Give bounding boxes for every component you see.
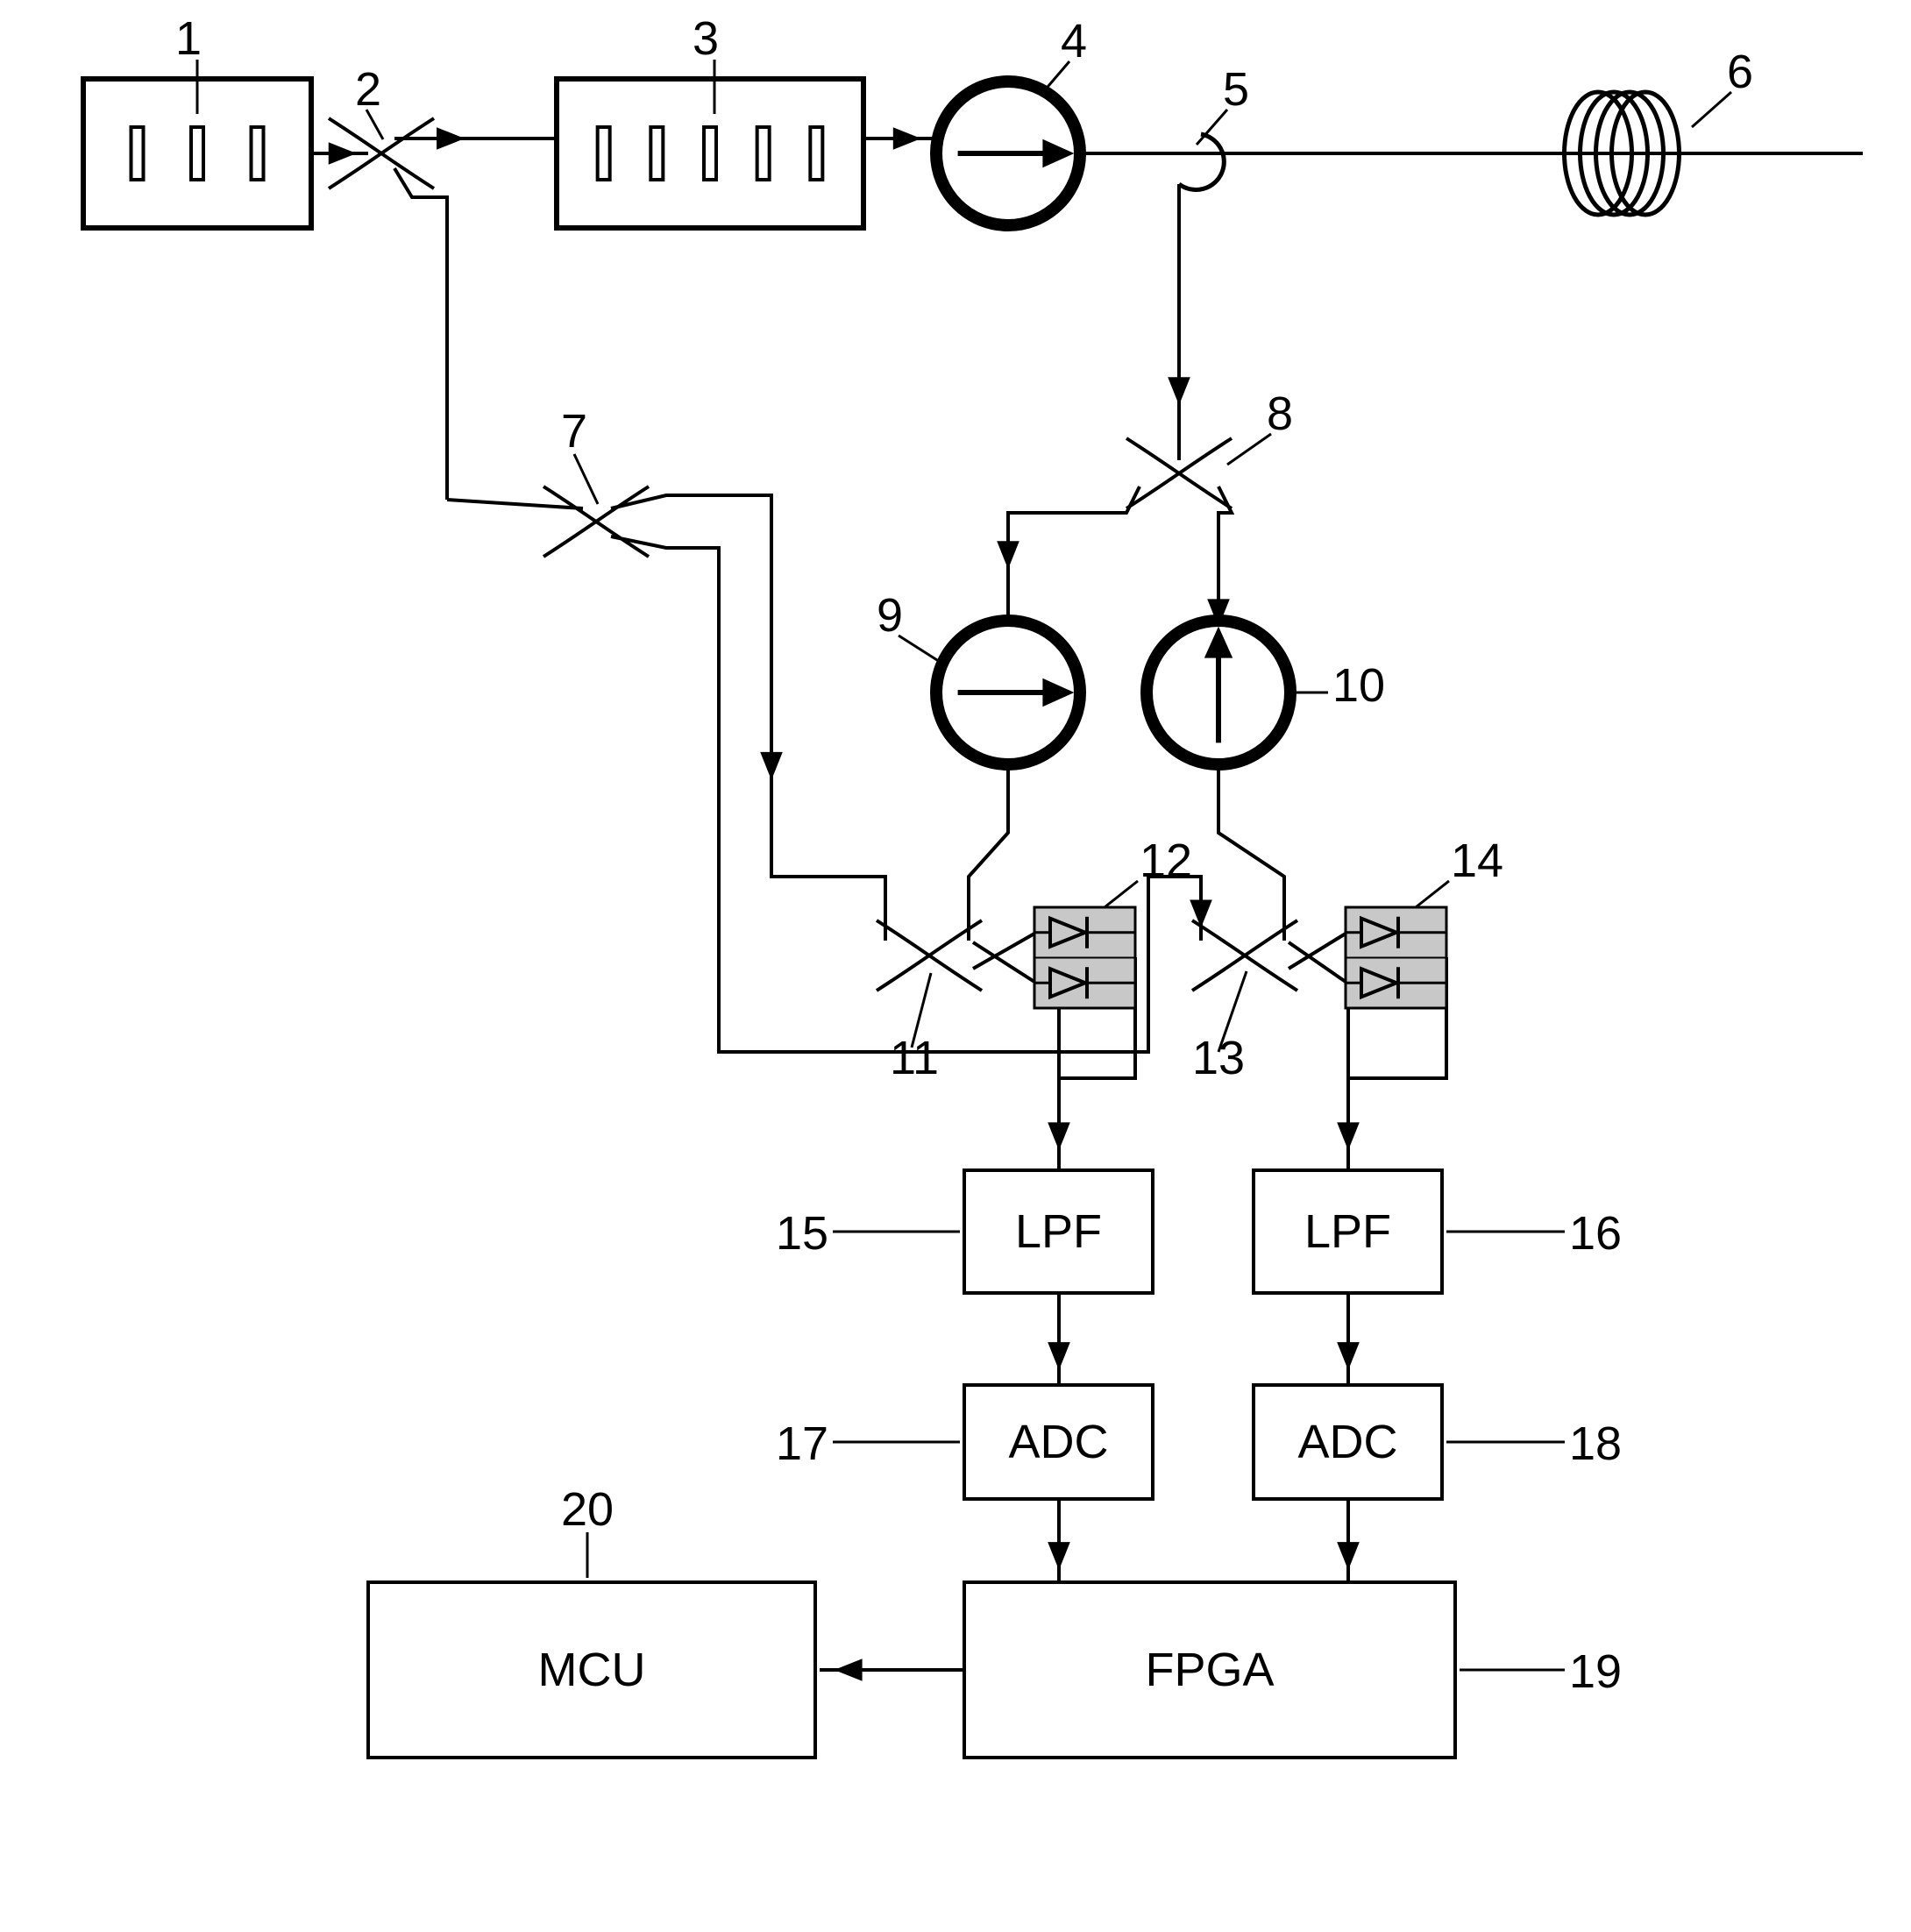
block-label: MCU bbox=[538, 1644, 646, 1696]
ref-label-2: 2 bbox=[355, 63, 381, 116]
ref-label-16: 16 bbox=[1569, 1207, 1622, 1260]
ref-label-5: 5 bbox=[1223, 63, 1249, 116]
ref-label-9: 9 bbox=[877, 589, 903, 642]
nodes-layer: LPF LPF ADC ADC FPGA MCU bbox=[83, 79, 1680, 1758]
block-label: ADC bbox=[1297, 1416, 1397, 1468]
ref-label-15: 15 bbox=[776, 1207, 828, 1260]
block-label: LPF bbox=[1015, 1205, 1102, 1258]
ref-label-10: 10 bbox=[1332, 659, 1385, 712]
ref-label-20: 20 bbox=[561, 1483, 614, 1536]
ref-label-7: 7 bbox=[561, 405, 587, 458]
block-label: ADC bbox=[1008, 1416, 1108, 1468]
ref-label-8: 8 bbox=[1267, 387, 1293, 440]
ref-label-18: 18 bbox=[1569, 1417, 1622, 1470]
block-label: FPGA bbox=[1145, 1644, 1274, 1696]
ref-label-6: 6 bbox=[1727, 46, 1753, 98]
ref-label-3: 3 bbox=[693, 12, 719, 65]
ref-label-13: 13 bbox=[1192, 1032, 1245, 1084]
ref-label-12: 12 bbox=[1140, 835, 1192, 887]
ref-label-14: 14 bbox=[1451, 835, 1503, 887]
ref-label-19: 19 bbox=[1569, 1645, 1622, 1698]
block-label: LPF bbox=[1304, 1205, 1391, 1258]
ref-label-17: 17 bbox=[776, 1417, 828, 1470]
block-diagram: LPFLPFADCADCFPGAMCU 12345678910111213141… bbox=[0, 0, 1911, 1932]
ref-label-4: 4 bbox=[1061, 15, 1087, 67]
ref-label-1: 1 bbox=[175, 12, 202, 65]
